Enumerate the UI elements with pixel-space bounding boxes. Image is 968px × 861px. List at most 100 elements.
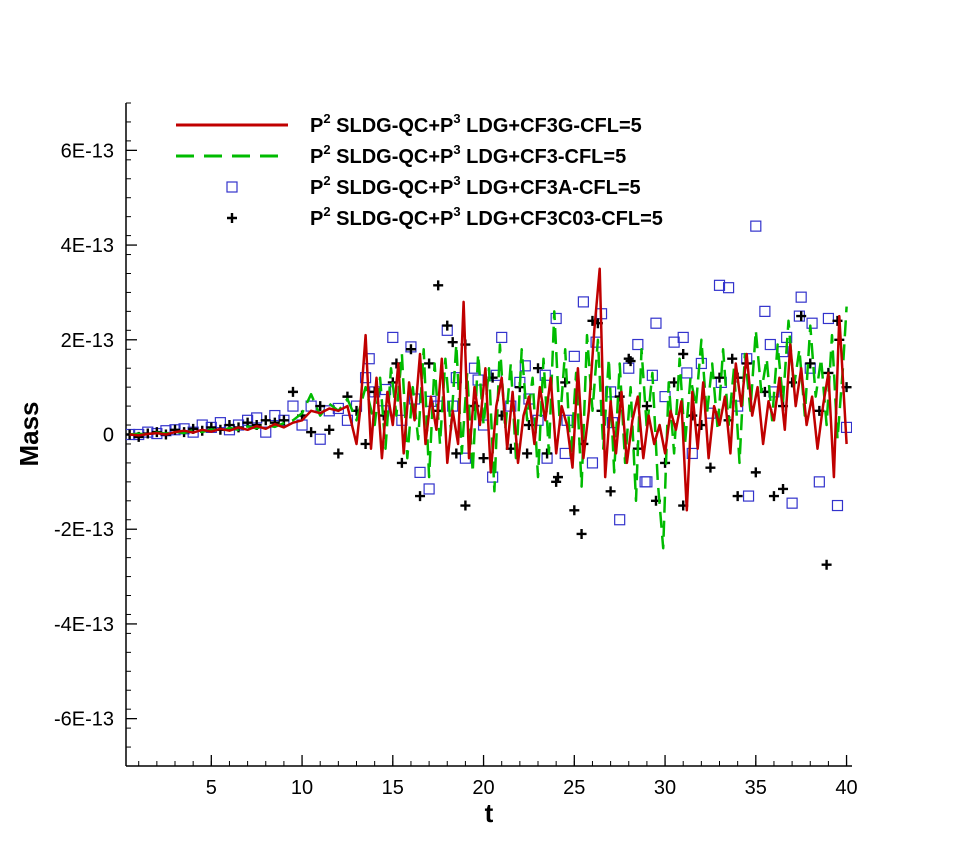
- data-point: [306, 427, 317, 438]
- y-tick-label: -2E-13: [54, 519, 114, 541]
- x-tick-label: 20: [472, 777, 494, 799]
- x-tick-label: 30: [654, 777, 676, 799]
- data-point: [496, 331, 508, 344]
- data-point: [341, 414, 354, 426]
- data-point: [623, 362, 635, 374]
- data-point: [822, 312, 835, 325]
- data-point: [542, 448, 553, 459]
- data-point: [677, 331, 689, 344]
- data-point: [750, 220, 762, 232]
- series-line: [129, 306, 848, 550]
- legend-entry-2: P2 SLDG-QC+P3 LDG+CF3-CFL=5: [176, 142, 626, 168]
- data-point: [315, 401, 326, 412]
- data-point: [391, 358, 402, 369]
- data-point: [287, 386, 298, 397]
- data-point: [742, 490, 755, 502]
- data-point: [460, 500, 471, 511]
- legend-entry-4: P2 SLDG-QC+P3 LDG+CF3C03-CFL=5: [227, 204, 663, 230]
- data-point: [519, 360, 531, 372]
- data-point: [552, 472, 563, 483]
- y-axis-ticks: -6E-13 -4E-13 -2E-13 0 2E-13 4E-13 6E-13: [54, 102, 137, 767]
- data-point: [522, 448, 533, 459]
- data-point: [405, 344, 416, 355]
- legend-entry-1: P2 SLDG-QC+P3 LDG+CF3G-CFL=5: [176, 111, 642, 137]
- data-point: [632, 338, 644, 351]
- data-point: [639, 476, 651, 488]
- data-point: [260, 415, 271, 426]
- data-point: [433, 280, 444, 291]
- legend-label: P2 SLDG-QC+P3 LDG+CF3C03-CFL=5: [310, 204, 663, 230]
- data-point: [796, 311, 807, 322]
- data-point: [359, 372, 372, 384]
- data-point: [576, 528, 587, 539]
- data-point: [424, 358, 435, 369]
- data-point: [750, 467, 761, 478]
- data-point: [678, 348, 689, 359]
- data-point: [447, 337, 458, 348]
- data-point: [387, 331, 399, 344]
- data-point: [686, 447, 698, 460]
- data-point: [650, 317, 662, 329]
- data-point: [605, 486, 616, 497]
- data-point: [625, 356, 636, 367]
- data-point: [333, 448, 344, 459]
- data-point: [478, 453, 489, 464]
- data-point: [778, 483, 789, 494]
- data-point: [459, 452, 472, 464]
- data-point: [360, 438, 371, 449]
- x-tick-label: 10: [291, 777, 313, 799]
- data-point: [414, 466, 426, 478]
- data-point: [533, 363, 544, 374]
- legend-label: P2 SLDG-QC+P3 LDG+CF3G-CFL=5: [310, 111, 642, 137]
- data-point: [568, 350, 580, 362]
- series-1: [129, 267, 848, 512]
- data-point: [713, 279, 726, 291]
- data-point: [586, 457, 599, 469]
- data-point: [577, 296, 589, 308]
- x-tick-label: 35: [745, 777, 767, 799]
- y-tick-label: -6E-13: [54, 709, 114, 731]
- legend-label: P2 SLDG-QC+P3 LDG+CF3A-CFL=5: [310, 173, 641, 199]
- data-point: [806, 317, 818, 329]
- data-point: [805, 358, 816, 369]
- legend-entry-3: P2 SLDG-QC+P3 LDG+CF3A-CFL=5: [226, 173, 641, 199]
- series-2: [129, 306, 848, 550]
- data-point: [786, 497, 798, 509]
- data-point: [260, 426, 272, 438]
- data-point: [764, 338, 776, 351]
- data-point: [795, 291, 807, 303]
- x-axis-ticks: 5 10 15 20 25 30 35 40: [138, 755, 858, 799]
- data-point: [442, 320, 453, 331]
- data-point: [287, 400, 299, 412]
- series-line: [129, 267, 848, 512]
- y-axis-title: Mass: [14, 401, 44, 466]
- data-point: [696, 420, 707, 431]
- data-point: [695, 357, 707, 370]
- x-tick-label: 25: [563, 777, 585, 799]
- data-point: [451, 448, 462, 459]
- data-point: [722, 282, 735, 294]
- data-point: [759, 305, 771, 317]
- y-tick-label: 4E-13: [61, 235, 114, 257]
- x-axis-title: t: [485, 798, 494, 828]
- data-point: [560, 377, 571, 388]
- data-point: [681, 367, 693, 379]
- data-point: [641, 401, 652, 412]
- data-point: [768, 491, 779, 502]
- y-tick-label: 2E-13: [61, 330, 114, 352]
- data-point: [559, 447, 571, 460]
- series-layer: [126, 220, 852, 570]
- data-point: [614, 514, 626, 526]
- data-point: [821, 559, 832, 570]
- y-tick-label: 0: [103, 425, 114, 447]
- data-point: [227, 213, 237, 223]
- y-tick-label: 6E-13: [61, 140, 114, 162]
- data-point: [396, 457, 407, 468]
- data-point: [727, 353, 738, 364]
- data-point: [423, 483, 435, 495]
- data-point: [226, 181, 238, 193]
- data-point: [705, 462, 716, 473]
- data-point: [550, 312, 562, 325]
- data-point: [324, 424, 335, 435]
